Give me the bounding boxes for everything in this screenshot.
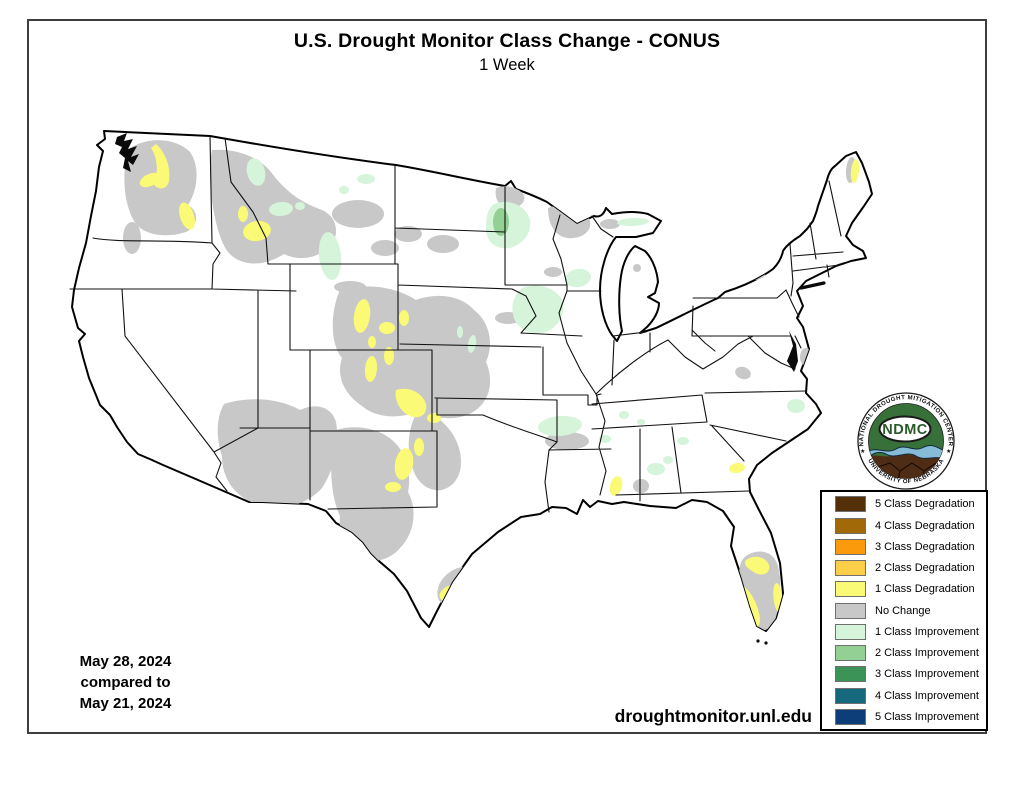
legend-label: 3 Class Improvement [875, 668, 979, 681]
legend-item: 1 Class Degradation [835, 580, 986, 598]
legend-label: No Change [875, 604, 931, 617]
chesapeake-bay [787, 331, 798, 372]
legend-item: 3 Class Improvement [835, 665, 986, 683]
date-compared-label: compared to [80, 674, 171, 691]
logo-star-right: ★ [946, 448, 951, 455]
legend-item: 2 Class Degradation [835, 559, 986, 577]
florida-keys [764, 641, 768, 645]
page-title: U.S. Drought Monitor Class Change - CONU… [293, 30, 721, 52]
legend-label: 4 Class Improvement [875, 689, 979, 702]
legend-swatch-1-class-degradation [835, 581, 866, 598]
legend-label: 2 Class Improvement [875, 647, 979, 659]
legend-item: 3 Class Degradation [835, 538, 986, 556]
logo-acronym: NDMC [882, 422, 928, 438]
legend-label: 1 Class Improvement [875, 625, 979, 638]
legend-item: 4 Class Degradation [835, 517, 986, 535]
legend-swatch-4-class-degradation [835, 517, 866, 534]
legend-label: 1 Class Degradation [875, 583, 975, 596]
puget-sound [115, 133, 139, 172]
legend-label: 5 Class Improvement [875, 710, 979, 723]
no-change-patches [123, 140, 857, 631]
logo-oval [878, 415, 932, 443]
date-previous: May 21, 2024 [79, 695, 172, 712]
legend-item: No Change [835, 602, 986, 620]
header: U.S. Drought Monitor Class Change - CONU… [27, 30, 987, 75]
legend-label: 2 Class Degradation [875, 562, 975, 574]
legend-swatch-1-class-improvement [835, 623, 866, 640]
legend: 5 Class Degradation 4 Class Degradation … [820, 490, 988, 731]
logo-star-left: ★ [860, 448, 865, 455]
legend-swatch-3-class-degradation [835, 538, 866, 555]
website-url: droughtmonitor.unl.edu [614, 706, 812, 726]
legend-swatch-4-class-improvement [835, 687, 866, 704]
comparison-dates: May 28, 2024 compared to May 21, 2024 [43, 651, 208, 714]
legend-swatch-2-class-improvement [835, 645, 866, 661]
long-island [799, 281, 826, 290]
legend-item: 5 Class Improvement [835, 708, 986, 726]
legend-item: 1 Class Improvement [835, 623, 986, 641]
state-borders [69, 135, 844, 513]
legend-item: 2 Class Improvement [835, 644, 986, 662]
ndmc-logo: NDMC NATIONAL DROUGHT MITIGATION CENTER … [857, 392, 955, 490]
improvement-patches [246, 158, 805, 475]
page-subtitle: 1 Week [479, 56, 535, 74]
legend-label: 5 Class Degradation [875, 498, 975, 511]
florida-keys [756, 639, 760, 643]
date-current: May 28, 2024 [79, 653, 172, 670]
legend-swatch-5-class-improvement [835, 708, 866, 725]
legend-label: 3 Class Degradation [875, 540, 975, 553]
legend-label: 4 Class Degradation [875, 519, 975, 532]
legend-swatch-2-class-degradation [835, 560, 866, 576]
legend-item: 5 Class Degradation [835, 495, 986, 513]
degradation-patches [139, 144, 860, 631]
legend-swatch-no-change [835, 602, 866, 619]
legend-item: 4 Class Improvement [835, 687, 986, 705]
legend-swatch-5-class-degradation [835, 496, 866, 513]
legend-swatch-3-class-improvement [835, 666, 866, 683]
